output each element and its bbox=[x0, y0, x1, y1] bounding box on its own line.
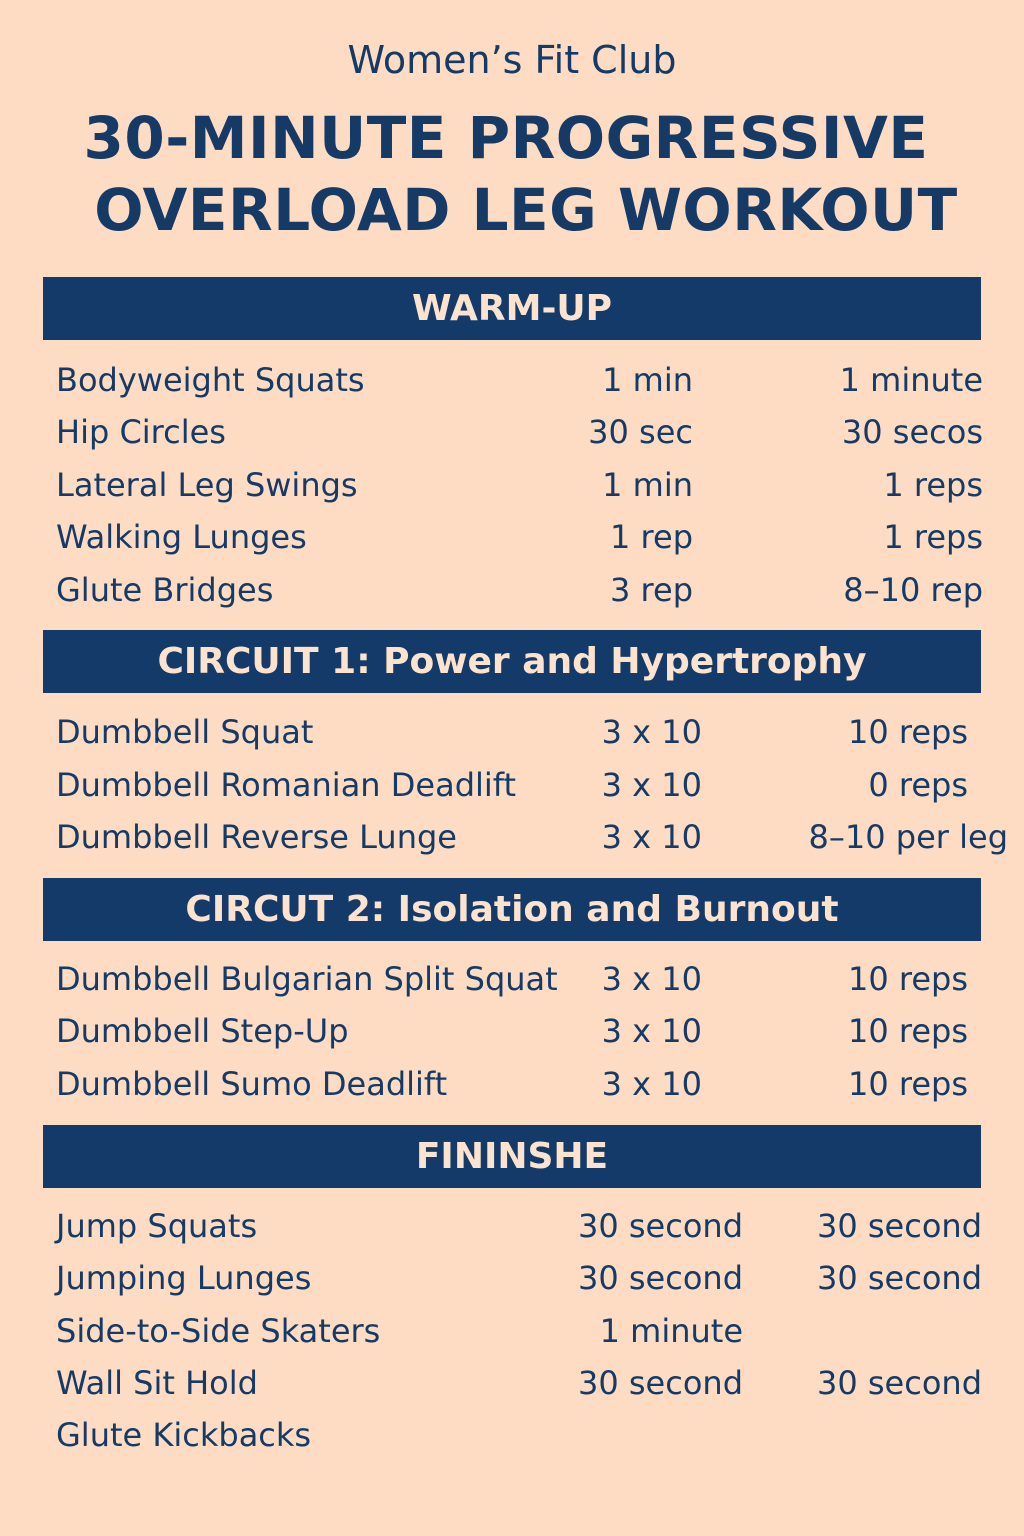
exercise-name: Side-to-Side Skaters bbox=[56, 1312, 381, 1350]
exercise-reps: 10 reps bbox=[847, 1012, 968, 1050]
exercise-sets: 3 x 10 bbox=[601, 818, 702, 856]
exercise-row: Lateral Leg Swings 1 min 1 reps bbox=[0, 463, 1024, 507]
exercise-name: Jump Squats bbox=[56, 1207, 258, 1245]
page-title-line-2: OVERLOAD LEG WORKOUT bbox=[94, 176, 958, 244]
exercise-reps: 30 second bbox=[816, 1259, 982, 1297]
exercise-name: Wall Sit Hold bbox=[56, 1364, 258, 1402]
page-title-line-1: 30-MINUTE PROGRESSIVE bbox=[83, 104, 929, 172]
exercise-row: Jump Squats 30 second 30 second bbox=[0, 1204, 1024, 1248]
exercise-sets: 3 x 10 bbox=[601, 1012, 702, 1050]
exercise-sets: 30 sec bbox=[588, 413, 693, 451]
exercise-row: Dumbbell Sumo Deadlift 3 x 10 10 reps bbox=[0, 1062, 1024, 1106]
exercise-reps: 10 reps bbox=[847, 960, 968, 998]
exercise-name: Hip Circles bbox=[56, 413, 226, 451]
exercise-reps: 0 reps bbox=[868, 766, 968, 804]
exercise-name: Dumbbell Squat bbox=[56, 713, 314, 751]
exercise-name: Jumping Lunges bbox=[56, 1259, 312, 1297]
exercise-sets: 3 x 10 bbox=[601, 713, 702, 751]
exercise-sets: 1 minute bbox=[599, 1312, 743, 1350]
exercise-sets: 1 min bbox=[602, 466, 693, 504]
exercise-reps: 30 secos bbox=[841, 413, 983, 451]
exercise-reps: 10 reps bbox=[847, 713, 968, 751]
exercise-reps: 10 reps bbox=[847, 1065, 968, 1103]
exercise-name: Dumbbell Reverse Lunge bbox=[56, 818, 457, 856]
exercise-row: Wall Sit Hold 30 second 30 second bbox=[0, 1361, 1024, 1405]
exercise-row: Side-to-Side Skaters 1 minute bbox=[0, 1309, 1024, 1353]
exercise-reps: 30 second bbox=[816, 1364, 982, 1402]
exercise-row: Dumbbell Romanian Deadlift 3 x 10 0 reps bbox=[0, 763, 1024, 807]
exercise-name: Glute Bridges bbox=[56, 571, 274, 609]
exercise-reps: 1 reps bbox=[883, 466, 983, 504]
circuit-2-header: CIRCUT 2: Isolation and Burnout bbox=[43, 878, 981, 941]
exercise-sets: 30 second bbox=[577, 1207, 743, 1245]
exercise-name: Dumbbell Sumo Deadlift bbox=[56, 1065, 448, 1103]
exercise-sets: 1 rep bbox=[610, 518, 693, 556]
exercise-row: Dumbbell Step-Up 3 x 10 10 reps bbox=[0, 1009, 1024, 1053]
circuit-1-header: CIRCUIT 1: Power and Hypertrophy bbox=[43, 630, 981, 693]
exercise-name: Glute Kickbacks bbox=[56, 1416, 312, 1454]
exercise-row: Glute Kickbacks bbox=[0, 1413, 1024, 1457]
exercise-sets: 3 rep bbox=[610, 571, 693, 609]
exercise-row: Dumbbell Bulgarian Split Squat 3 x 10 10 r… bbox=[0, 957, 1024, 1001]
exercise-name: Dumbbell Romanian Deadlift bbox=[56, 766, 517, 804]
exercise-sets: 3 x 10 bbox=[601, 766, 702, 804]
exercise-reps: 1 minute bbox=[839, 361, 983, 399]
exercise-sets: 3 x 10 bbox=[601, 1065, 702, 1103]
exercise-row: Jumping Lunges 30 second 30 second bbox=[0, 1256, 1024, 1300]
exercise-row: Hip Circles 30 sec 30 secos bbox=[0, 410, 1024, 454]
club-name: Women’s Fit Club bbox=[347, 38, 677, 82]
finisher-header: FININSHE bbox=[43, 1125, 981, 1188]
exercise-name: Dumbbell Bulgarian Split Squat bbox=[56, 960, 558, 998]
exercise-row: Dumbbell Reverse Lunge 3 x 10 8–10 per leg bbox=[0, 815, 1024, 859]
exercise-name: Lateral Leg Swings bbox=[56, 466, 358, 504]
exercise-sets: 1 min bbox=[602, 361, 693, 399]
exercise-reps: 1 reps bbox=[883, 518, 983, 556]
exercise-name: Bodyweight Squats bbox=[56, 361, 365, 399]
exercise-sets: 30 second bbox=[577, 1259, 743, 1297]
exercise-sets: 3 x 10 bbox=[601, 960, 702, 998]
warm-up-header: WARM-UP bbox=[43, 277, 981, 340]
exercise-sets: 30 second bbox=[577, 1364, 743, 1402]
exercise-row: Glute Bridges 3 rep 8–10 rep bbox=[0, 568, 1024, 612]
exercise-reps: 8–10 per leg bbox=[808, 818, 1008, 856]
exercise-reps: 30 second bbox=[816, 1207, 982, 1245]
exercise-row: Bodyweight Squats 1 min 1 minute bbox=[0, 358, 1024, 402]
exercise-reps: 8–10 rep bbox=[843, 571, 983, 609]
exercise-name: Walking Lunges bbox=[56, 518, 307, 556]
exercise-row: Dumbbell Squat 3 x 10 10 reps bbox=[0, 710, 1024, 754]
exercise-name: Dumbbell Step-Up bbox=[56, 1012, 349, 1050]
exercise-row: Walking Lunges 1 rep 1 reps bbox=[0, 515, 1024, 559]
